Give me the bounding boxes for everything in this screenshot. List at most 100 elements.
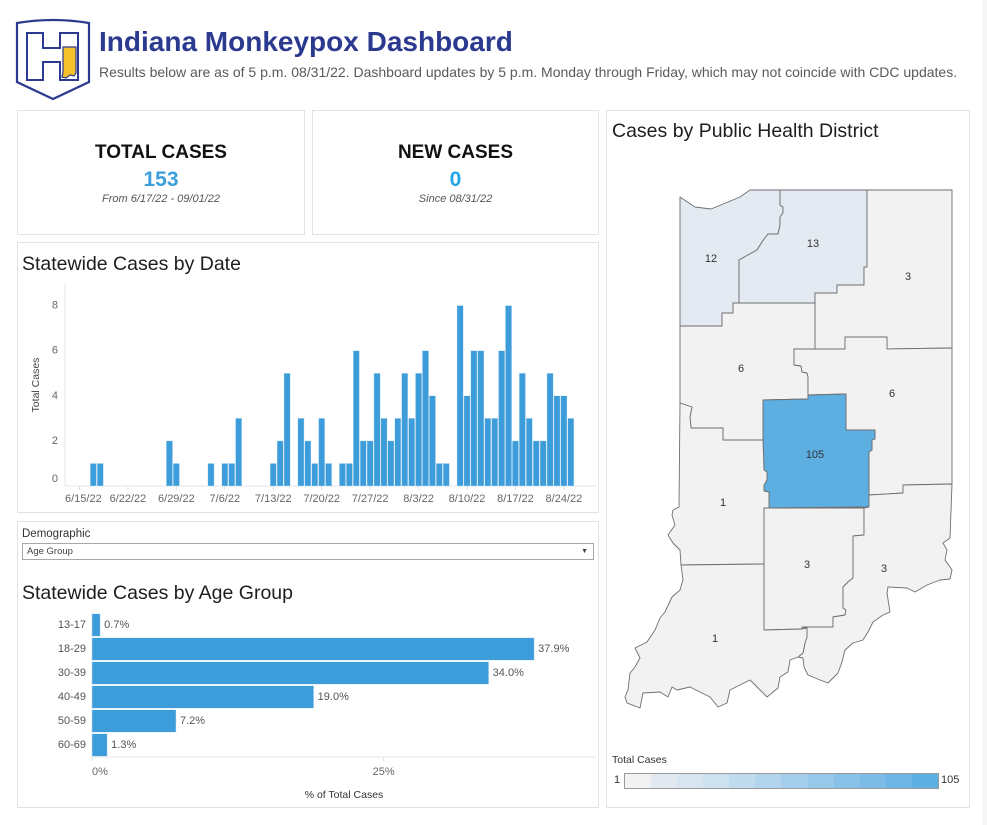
date-bar[interactable] bbox=[567, 418, 575, 487]
district-map-title: Cases by Public Health District bbox=[612, 120, 879, 142]
chevron-down-icon[interactable]: ▼ bbox=[581, 548, 588, 555]
date-bar[interactable] bbox=[539, 440, 547, 487]
x-tick-label: 7/6/22 bbox=[210, 493, 241, 505]
age-value-label: 7.2% bbox=[180, 715, 205, 727]
total-cases-card: TOTAL CASES 153 From 6/17/22 - 09/01/22 bbox=[17, 110, 305, 235]
district-region-southeast[interactable] bbox=[797, 483, 953, 684]
date-bar[interactable] bbox=[366, 440, 374, 487]
age-bar[interactable] bbox=[91, 637, 535, 661]
x-tick-label: 8/17/22 bbox=[497, 493, 534, 505]
date-bar[interactable] bbox=[442, 463, 450, 487]
date-bar[interactable] bbox=[90, 463, 97, 487]
date-bar[interactable] bbox=[173, 463, 180, 487]
district-region-southwest-central[interactable] bbox=[667, 402, 770, 566]
date-bar[interactable] bbox=[519, 373, 526, 487]
legend-max-value: 105 bbox=[941, 774, 960, 786]
x-tick-label: 6/29/22 bbox=[158, 493, 195, 505]
date-bar[interactable] bbox=[304, 440, 312, 487]
date-bar[interactable] bbox=[235, 418, 242, 487]
date-bar[interactable] bbox=[380, 418, 388, 487]
date-bar[interactable] bbox=[429, 395, 436, 487]
age-bar[interactable] bbox=[91, 733, 108, 757]
date-bar[interactable] bbox=[166, 440, 173, 487]
age-value-label: 37.9% bbox=[538, 643, 569, 655]
date-bar[interactable] bbox=[221, 463, 229, 487]
date-bar[interactable] bbox=[415, 373, 422, 487]
demographic-dropdown[interactable]: Age Group ▼ bbox=[22, 543, 594, 560]
date-bar[interactable] bbox=[408, 418, 415, 487]
date-bar[interactable] bbox=[560, 395, 568, 487]
date-bar[interactable] bbox=[297, 418, 305, 487]
date-bar[interactable] bbox=[346, 463, 353, 487]
date-bar[interactable] bbox=[532, 440, 540, 487]
indiana-state-silhouette bbox=[61, 46, 77, 79]
x-axis-title: % of Total Cases bbox=[305, 789, 384, 801]
age-bar[interactable] bbox=[91, 685, 314, 709]
new-cases-label: NEW CASES bbox=[397, 142, 514, 163]
date-bar[interactable] bbox=[373, 373, 381, 487]
date-bar[interactable] bbox=[546, 373, 554, 487]
date-bar[interactable] bbox=[283, 373, 291, 487]
age-category-label: 60-69 bbox=[58, 739, 86, 751]
age-category-label: 13-17 bbox=[58, 619, 86, 631]
date-bar[interactable] bbox=[525, 418, 533, 487]
legend-swatch bbox=[885, 774, 912, 788]
date-bar[interactable] bbox=[498, 350, 505, 487]
age-category-label: 18-29 bbox=[58, 643, 86, 655]
total-cases-date-range: From 6/17/22 - 09/01/22 bbox=[101, 193, 220, 205]
date-bar[interactable] bbox=[401, 373, 409, 487]
color-legend-ramp bbox=[624, 773, 939, 789]
date-bar[interactable] bbox=[276, 440, 284, 487]
x-tick-label: 6/22/22 bbox=[110, 493, 147, 505]
date-bar[interactable] bbox=[505, 305, 512, 487]
date-bar[interactable] bbox=[394, 418, 402, 487]
new-cases-card: NEW CASES 0 Since 08/31/22 bbox=[312, 110, 599, 235]
age-value-label: 1.3% bbox=[111, 739, 136, 751]
date-bar[interactable] bbox=[512, 440, 519, 487]
date-bar[interactable] bbox=[553, 395, 561, 487]
x-tick-labels: 0% 25% bbox=[91, 757, 395, 778]
date-bar[interactable] bbox=[228, 463, 236, 487]
district-value-label: 3 bbox=[804, 559, 810, 571]
legend-swatch bbox=[833, 774, 860, 788]
date-bar[interactable] bbox=[463, 395, 471, 487]
age-bar[interactable] bbox=[91, 709, 177, 733]
district-region-southwest[interactable] bbox=[624, 563, 808, 709]
date-bar[interactable] bbox=[207, 463, 215, 487]
district-value-label: 3 bbox=[905, 271, 911, 283]
legend-swatch bbox=[807, 774, 834, 788]
date-bar[interactable] bbox=[484, 418, 492, 487]
date-bar[interactable] bbox=[318, 418, 326, 487]
date-bar[interactable] bbox=[422, 350, 429, 487]
legend-swatch bbox=[703, 774, 730, 788]
legend-swatch bbox=[781, 774, 808, 788]
age-bar[interactable] bbox=[91, 661, 489, 685]
date-bar[interactable] bbox=[96, 463, 104, 487]
district-value-label: 6 bbox=[889, 388, 895, 400]
legend-swatch bbox=[755, 774, 782, 788]
indiana-health-logo-icon bbox=[15, 18, 91, 101]
age-category-label: 50-59 bbox=[58, 715, 86, 727]
date-bar[interactable] bbox=[359, 440, 367, 487]
district-value-label: 105 bbox=[806, 449, 824, 461]
date-bars bbox=[90, 305, 575, 487]
total-cases-value: 153 bbox=[143, 168, 179, 191]
date-bar[interactable] bbox=[339, 463, 346, 487]
date-bar[interactable] bbox=[456, 305, 464, 487]
x-tick-label: 8/10/22 bbox=[449, 493, 486, 505]
date-bar[interactable] bbox=[311, 463, 319, 487]
legend-swatch bbox=[859, 774, 886, 788]
date-bar[interactable] bbox=[325, 463, 332, 487]
date-bar[interactable] bbox=[436, 463, 443, 487]
page-edge bbox=[982, 0, 987, 825]
date-bar[interactable] bbox=[470, 350, 478, 487]
legend-title: Total Cases bbox=[612, 754, 667, 766]
age-bar[interactable] bbox=[91, 613, 101, 637]
date-bar[interactable] bbox=[269, 463, 277, 487]
date-bar[interactable] bbox=[477, 350, 485, 487]
date-bar[interactable] bbox=[491, 418, 499, 487]
date-bar[interactable] bbox=[352, 350, 360, 487]
y-tick-label: 8 bbox=[52, 300, 58, 312]
x-tick-label: 7/13/22 bbox=[255, 493, 292, 505]
date-bar[interactable] bbox=[387, 440, 395, 487]
